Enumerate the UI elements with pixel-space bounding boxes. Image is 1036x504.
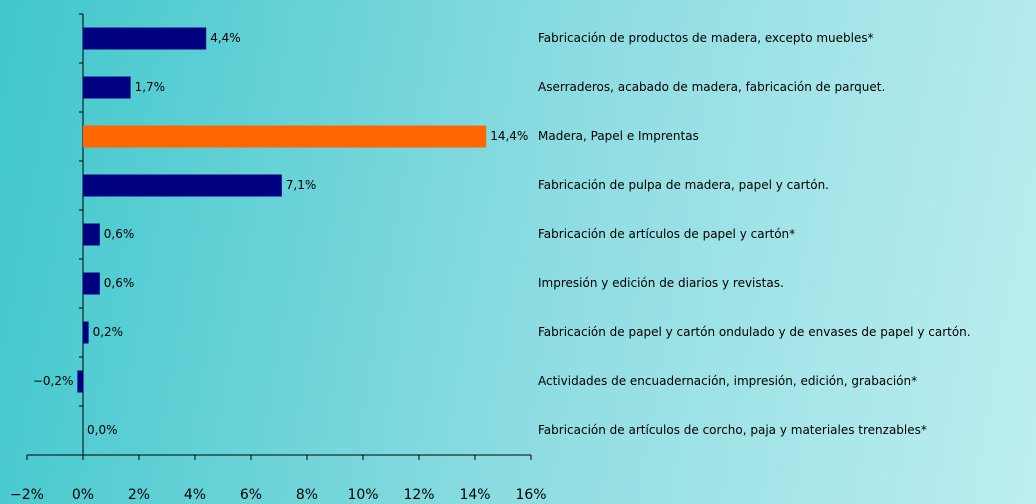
value-label: 0,6% — [104, 276, 135, 290]
bar — [83, 174, 282, 197]
category-label: Aserraderos, acabado de madera, fabricac… — [538, 80, 885, 94]
x-tick-label: 2% — [128, 487, 150, 503]
x-tick-label: 4% — [184, 487, 206, 503]
bar — [83, 272, 100, 295]
value-label: 14,4% — [490, 129, 528, 143]
value-label: 0,0% — [87, 423, 118, 437]
x-tick-label: 0% — [72, 487, 94, 503]
x-tick-label: 12% — [403, 487, 434, 503]
bar — [83, 76, 131, 99]
category-label: Fabricación de pulpa de madera, papel y … — [538, 178, 829, 192]
value-label: 0,2% — [93, 325, 124, 339]
category-label: Fabricación de productos de madera, exce… — [538, 31, 874, 45]
bar — [77, 370, 83, 393]
x-tick-label: 14% — [459, 487, 490, 503]
category-label: Fabricación de papel y cartón ondulado y… — [538, 325, 971, 339]
category-label: Fabricación de artículos de corcho, paja… — [538, 423, 927, 437]
category-label: Fabricación de artículos de papel y cart… — [538, 227, 795, 241]
x-tick-label: −2% — [10, 487, 44, 503]
value-label: −0,2% — [33, 374, 74, 388]
bar — [83, 27, 207, 50]
category-label: Impresión y edición de diarios y revista… — [538, 276, 784, 290]
bar — [83, 223, 100, 246]
category-label: Madera, Papel e Imprentas — [538, 129, 699, 143]
bar — [83, 321, 89, 344]
x-tick-label: 8% — [296, 487, 318, 503]
x-tick-label: 10% — [347, 487, 378, 503]
value-label: 0,6% — [104, 227, 135, 241]
value-label: 1,7% — [135, 80, 166, 94]
value-label: 4,4% — [210, 31, 241, 45]
value-label: 7,1% — [286, 178, 317, 192]
bar — [83, 125, 487, 148]
x-tick-label: 16% — [515, 487, 546, 503]
x-tick-label: 6% — [240, 487, 262, 503]
category-label: Actividades de encuadernación, impresión… — [538, 374, 917, 388]
